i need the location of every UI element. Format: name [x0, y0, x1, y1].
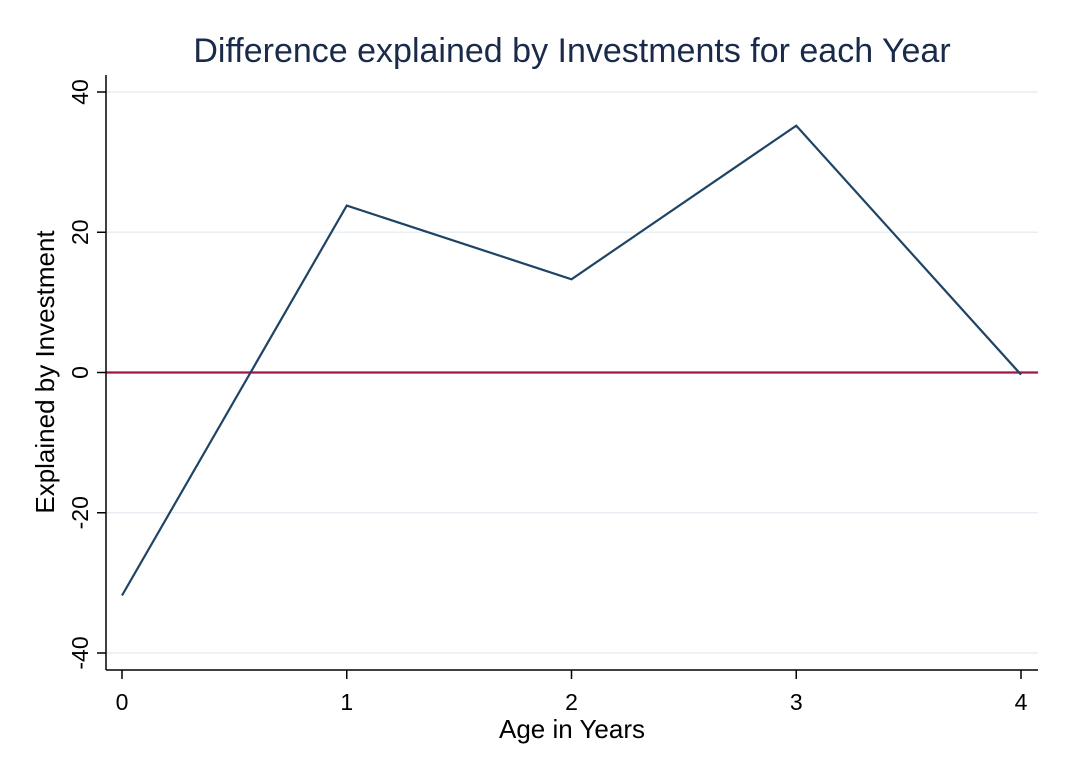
x-tick-label: 0 — [116, 689, 129, 715]
tick-layer: -40 -20 0 20 40 0 1 2 3 4 — [67, 79, 1028, 715]
x-tick-label: 3 — [790, 689, 803, 715]
y-tick-label: -40 — [67, 636, 93, 669]
series-line — [121, 124, 1022, 597]
y-tick-label: 40 — [67, 79, 93, 105]
x-tick-label: 4 — [1015, 689, 1028, 715]
x-tick-label: 1 — [340, 689, 353, 715]
y-tick-label: -20 — [67, 496, 93, 529]
y-tick-label: 20 — [67, 219, 93, 245]
x-axis-label: Age in Years — [499, 714, 645, 744]
chart-title: Difference explained by Investments for … — [193, 32, 950, 70]
series-layer — [121, 124, 1022, 597]
y-tick-label: 0 — [67, 366, 93, 379]
y-axis-label: Explained by Investment — [30, 230, 60, 514]
x-tick-label: 2 — [565, 689, 578, 715]
